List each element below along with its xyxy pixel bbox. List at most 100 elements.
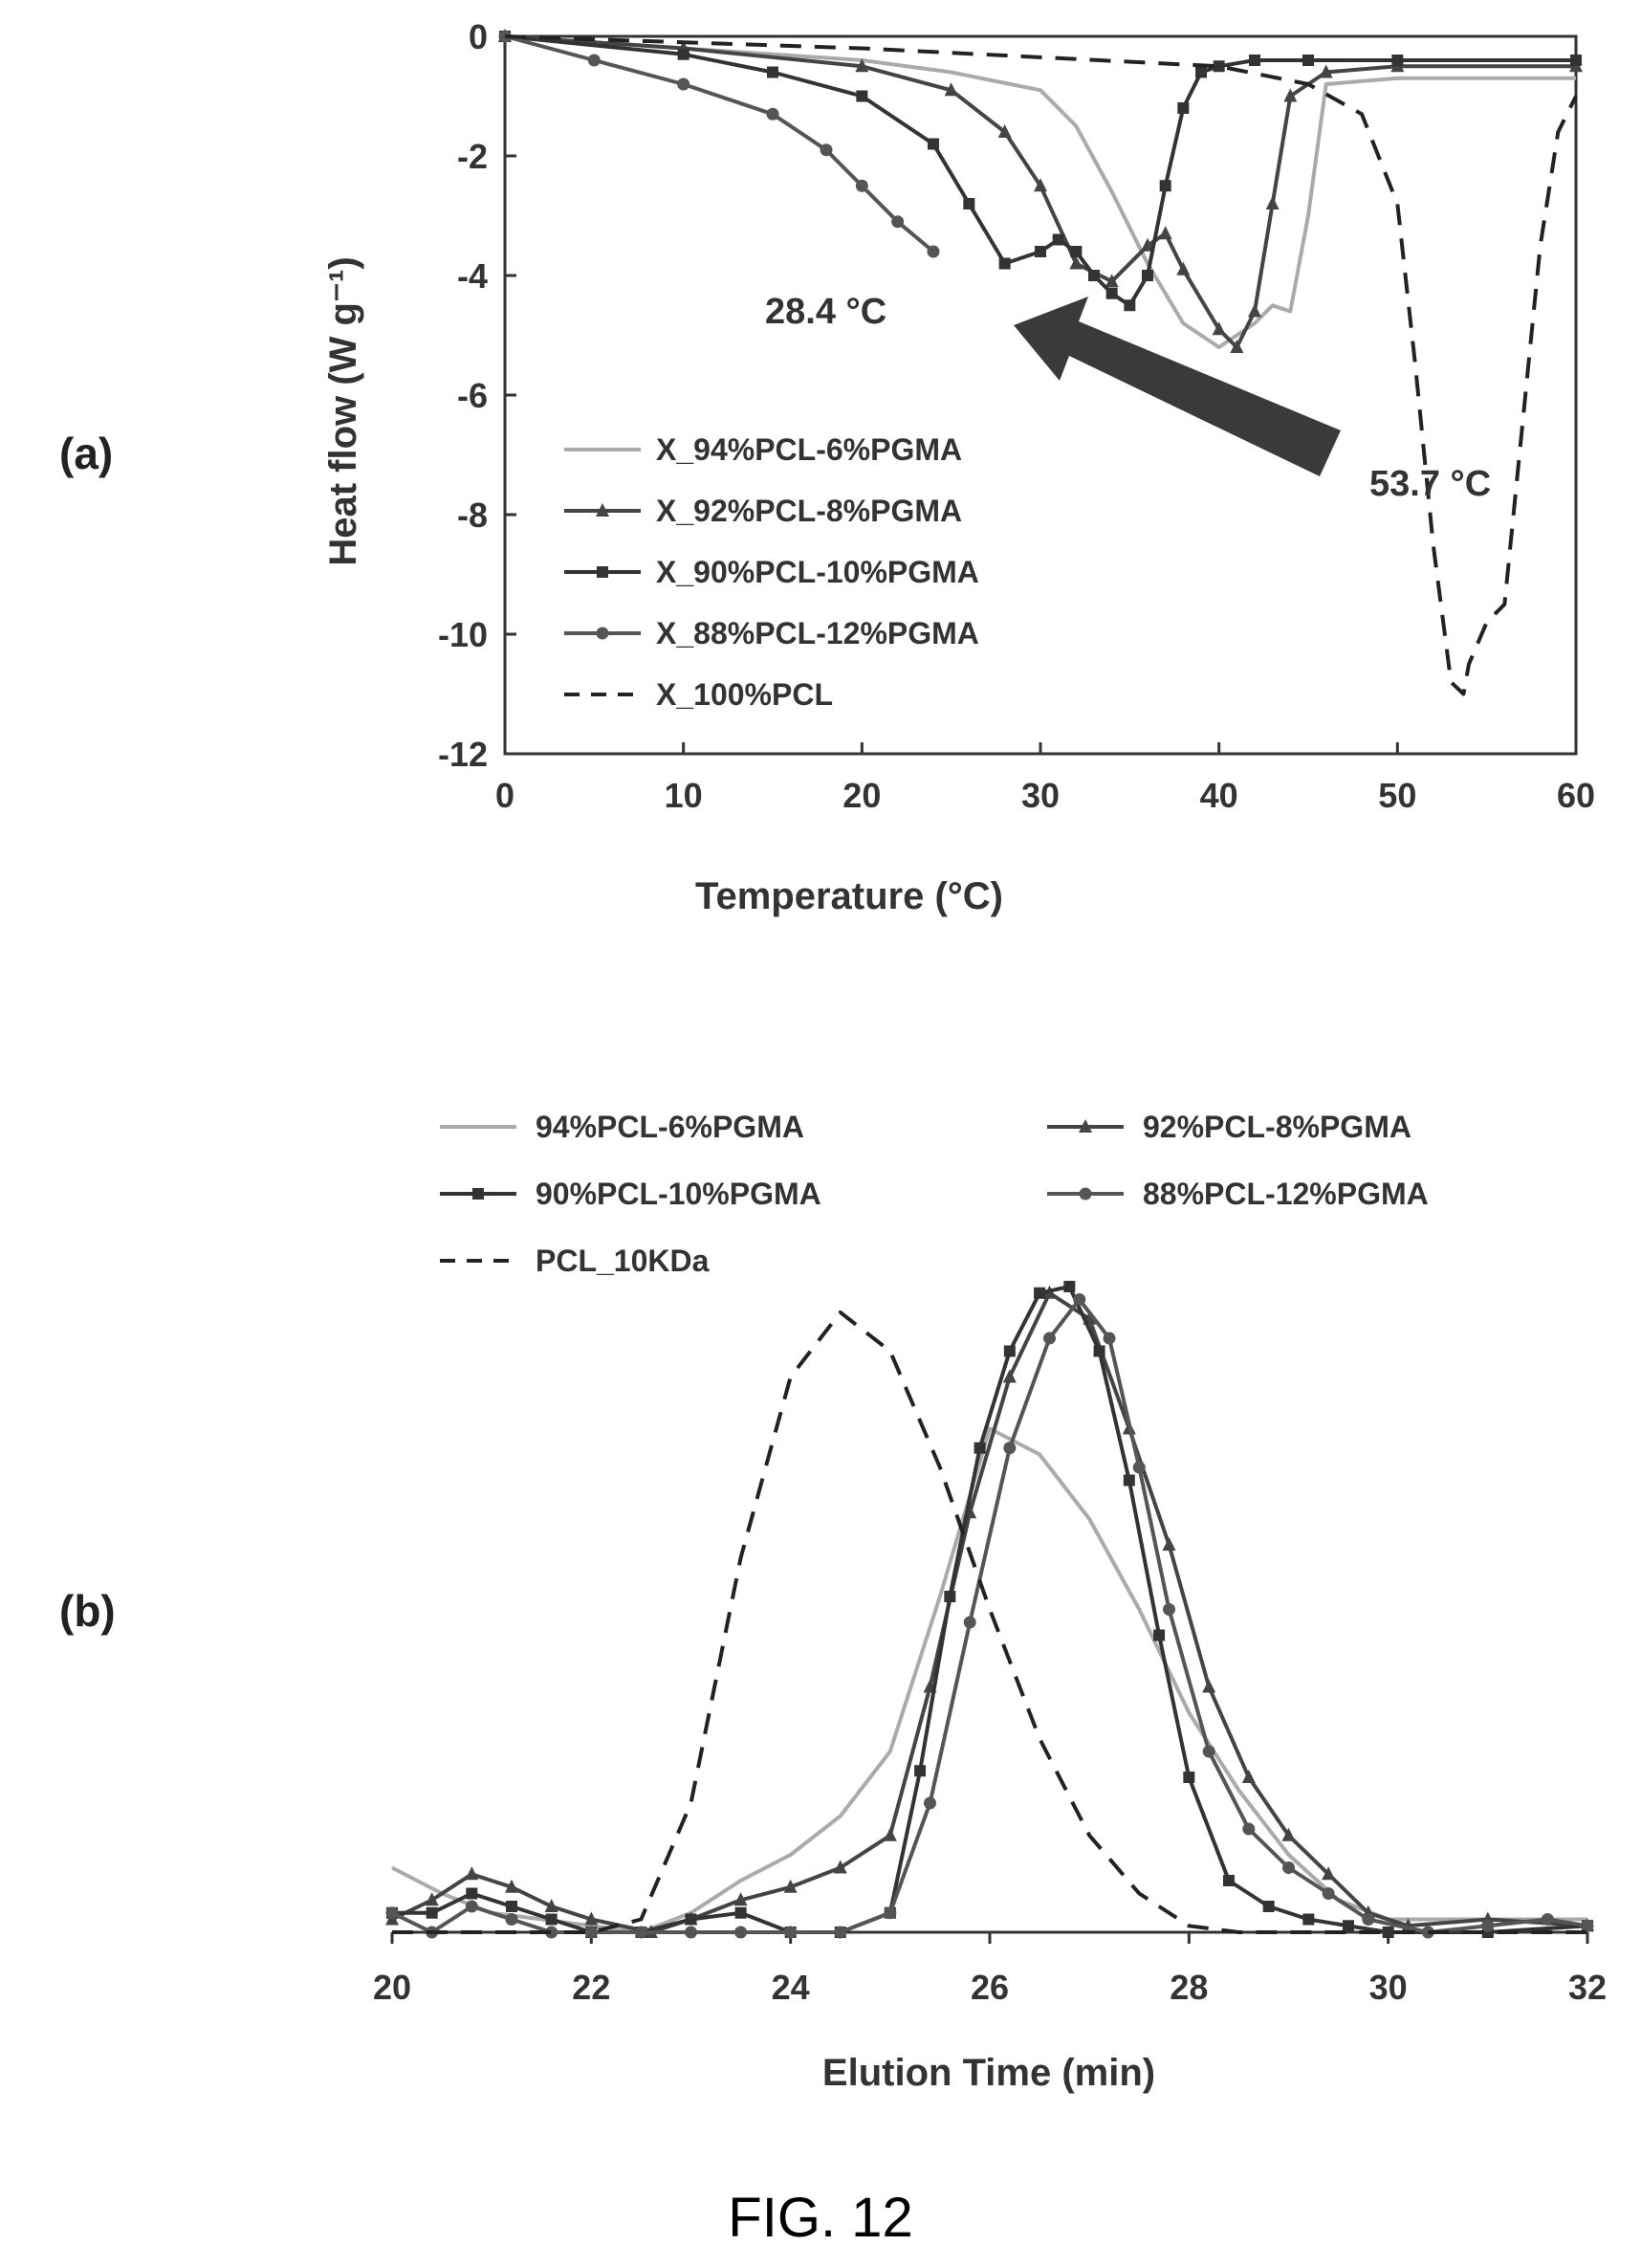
- panel-b-data-point: [505, 1879, 518, 1893]
- panel-b-data-point: [1302, 1913, 1315, 1926]
- panel-b-data-point: [1541, 1913, 1554, 1926]
- panel-b-data-point: [734, 1906, 747, 1919]
- panel-b-data-point: [1123, 1474, 1135, 1486]
- panel-b-data-point: [426, 1906, 438, 1919]
- panel-a-data-point: [1195, 66, 1207, 78]
- panel-a-x-tick-label: 0: [495, 776, 514, 815]
- panel-b-x-tick-label: 20: [373, 1968, 411, 2007]
- panel-a-data-point: [1302, 55, 1314, 66]
- panel-a-x-tick-label: 60: [1557, 776, 1595, 815]
- panel-a-data-point: [997, 124, 1012, 138]
- panel-a-data-point: [1159, 180, 1171, 192]
- panel-b-data-point: [1262, 1901, 1275, 1912]
- panel-b-data-point: [1421, 1926, 1434, 1939]
- panel-a-y-tick-label: -10: [438, 615, 488, 654]
- panel-a-data-point: [1570, 55, 1582, 66]
- panel-b-legend: 94%PCL-6%PGMA 92%PCL-8%PGMA 90%PCL-10%PGMA…: [440, 1110, 1429, 1278]
- panel-b-series-line: [391, 1297, 1588, 1934]
- panel-a-data-point: [891, 215, 905, 229]
- panel-a-series-line: [504, 34, 1576, 349]
- panel-a-x-axis-title: Temperature (°C): [695, 875, 1003, 917]
- legend-marker: [1079, 1187, 1092, 1200]
- panel-a-x-tick-label: 20: [842, 776, 881, 815]
- panel-a-y-tick-label: -4: [457, 256, 488, 296]
- panel-b-series-line: [392, 1285, 1588, 1934]
- legend-marker: [472, 1188, 484, 1200]
- panel-a-y-tick-label: -6: [457, 376, 488, 415]
- panel-b-data-point: [963, 1616, 976, 1629]
- panel-b-data-point: [1382, 1927, 1394, 1938]
- legend-label: 92%PCL-8%PGMA: [1143, 1110, 1411, 1144]
- panel-a-data-point: [928, 138, 939, 150]
- panel-b-data-point: [584, 1926, 598, 1939]
- panel-b-data-point: [884, 1906, 897, 1920]
- legend-label: X_92%PCL-8%PGMA: [656, 494, 962, 528]
- legend-label: X_100%PCL: [656, 677, 833, 712]
- panel-a-data-point: [855, 58, 869, 73]
- panel-a-data-point: [767, 66, 778, 78]
- panel-b-data-point: [1103, 1332, 1116, 1345]
- panel-a-series-2: [499, 31, 1582, 312]
- panel-a-series-1: [498, 29, 1583, 353]
- panel-b-x-tick-label: 28: [1170, 1968, 1208, 2007]
- panel-b-series-1: [385, 1285, 1594, 1938]
- panel-b-x-tick-label: 30: [1369, 1968, 1408, 2007]
- panel-a-data-point: [1158, 226, 1172, 240]
- panel-b-x-axis-title: Elution Time (min): [822, 2052, 1155, 2094]
- panel-b-gpc-chart: (b) Elution Time (min) 20 22 24 26 28 30 32 94…: [59, 1110, 1607, 2094]
- panel-a-y-tick-label: 0: [469, 17, 488, 56]
- panel-b-series-line: [391, 1426, 1587, 1934]
- panel-b-data-point: [944, 1591, 956, 1602]
- legend-marker: [596, 627, 609, 640]
- panel-b-data-point: [1223, 1875, 1235, 1886]
- panel-b-data-point: [1043, 1332, 1056, 1345]
- panel-b-series-line: [392, 1310, 1587, 1934]
- panel-b-label: (b): [59, 1586, 116, 1636]
- panel-a-series-line: [504, 34, 935, 253]
- panel-a-data-point: [677, 77, 690, 91]
- panel-b-x-tick-label: 26: [971, 1968, 1009, 2007]
- legend-label: PCL_10KDa: [536, 1244, 710, 1278]
- panel-a-series-3: [498, 30, 940, 258]
- panel-b-data-point: [1003, 1345, 1016, 1357]
- panel-a-x-tick-label: 30: [1021, 776, 1060, 815]
- panel-a-data-point: [927, 245, 940, 258]
- panel-a-data-point: [1141, 237, 1154, 252]
- panel-b-data-point: [914, 1765, 927, 1777]
- panel-b-data-point: [465, 1866, 479, 1881]
- panel-b-data-point: [1063, 1281, 1076, 1292]
- panel-a-data-point: [963, 198, 975, 209]
- panel-b-data-point: [1162, 1537, 1176, 1551]
- panel-b-data-point: [1163, 1603, 1175, 1616]
- panel-a-data-point: [1248, 303, 1261, 318]
- panel-a-data-point: [1124, 299, 1136, 312]
- legend-marker: [597, 566, 608, 578]
- panel-a-data-point: [1142, 270, 1153, 281]
- legend-label: 90%PCL-10%PGMA: [536, 1177, 821, 1211]
- panel-b-data-point: [506, 1901, 517, 1912]
- panel-a-x-tick-label: 50: [1378, 776, 1416, 815]
- panel-b-data-point: [1093, 1345, 1105, 1357]
- panel-b-data-point: [545, 1926, 558, 1939]
- panel-b-data-point: [545, 1913, 558, 1926]
- panel-b-data-point: [783, 1879, 798, 1893]
- panel-a-data-point: [998, 257, 1011, 270]
- panel-b-data-point: [924, 1796, 936, 1810]
- panel-a-data-point: [1177, 102, 1190, 114]
- panel-b-data-point: [584, 1911, 599, 1926]
- legend-label: X_94%PCL-6%PGMA: [656, 432, 962, 467]
- panel-b-data-point: [1241, 1770, 1256, 1783]
- panel-b-data-point: [466, 1887, 478, 1900]
- panel-a-dsc-chart: (a) Heat flow (W g⁻¹) Temperature (°C) 0…: [59, 17, 1595, 917]
- panel-a-y-tick-label: -8: [457, 495, 488, 535]
- panel-b-data-point: [1242, 1822, 1256, 1836]
- panel-a-data-point: [1052, 233, 1064, 246]
- panel-a-label: (a): [59, 429, 113, 478]
- panel-b-data-point: [1322, 1887, 1335, 1900]
- panel-a-series-line: [504, 34, 1578, 696]
- panel-a-data-point: [587, 54, 601, 67]
- panel-b-data-point: [1581, 1919, 1594, 1932]
- panel-a-data-point: [1105, 274, 1119, 288]
- panel-b-data-point: [1183, 1772, 1195, 1783]
